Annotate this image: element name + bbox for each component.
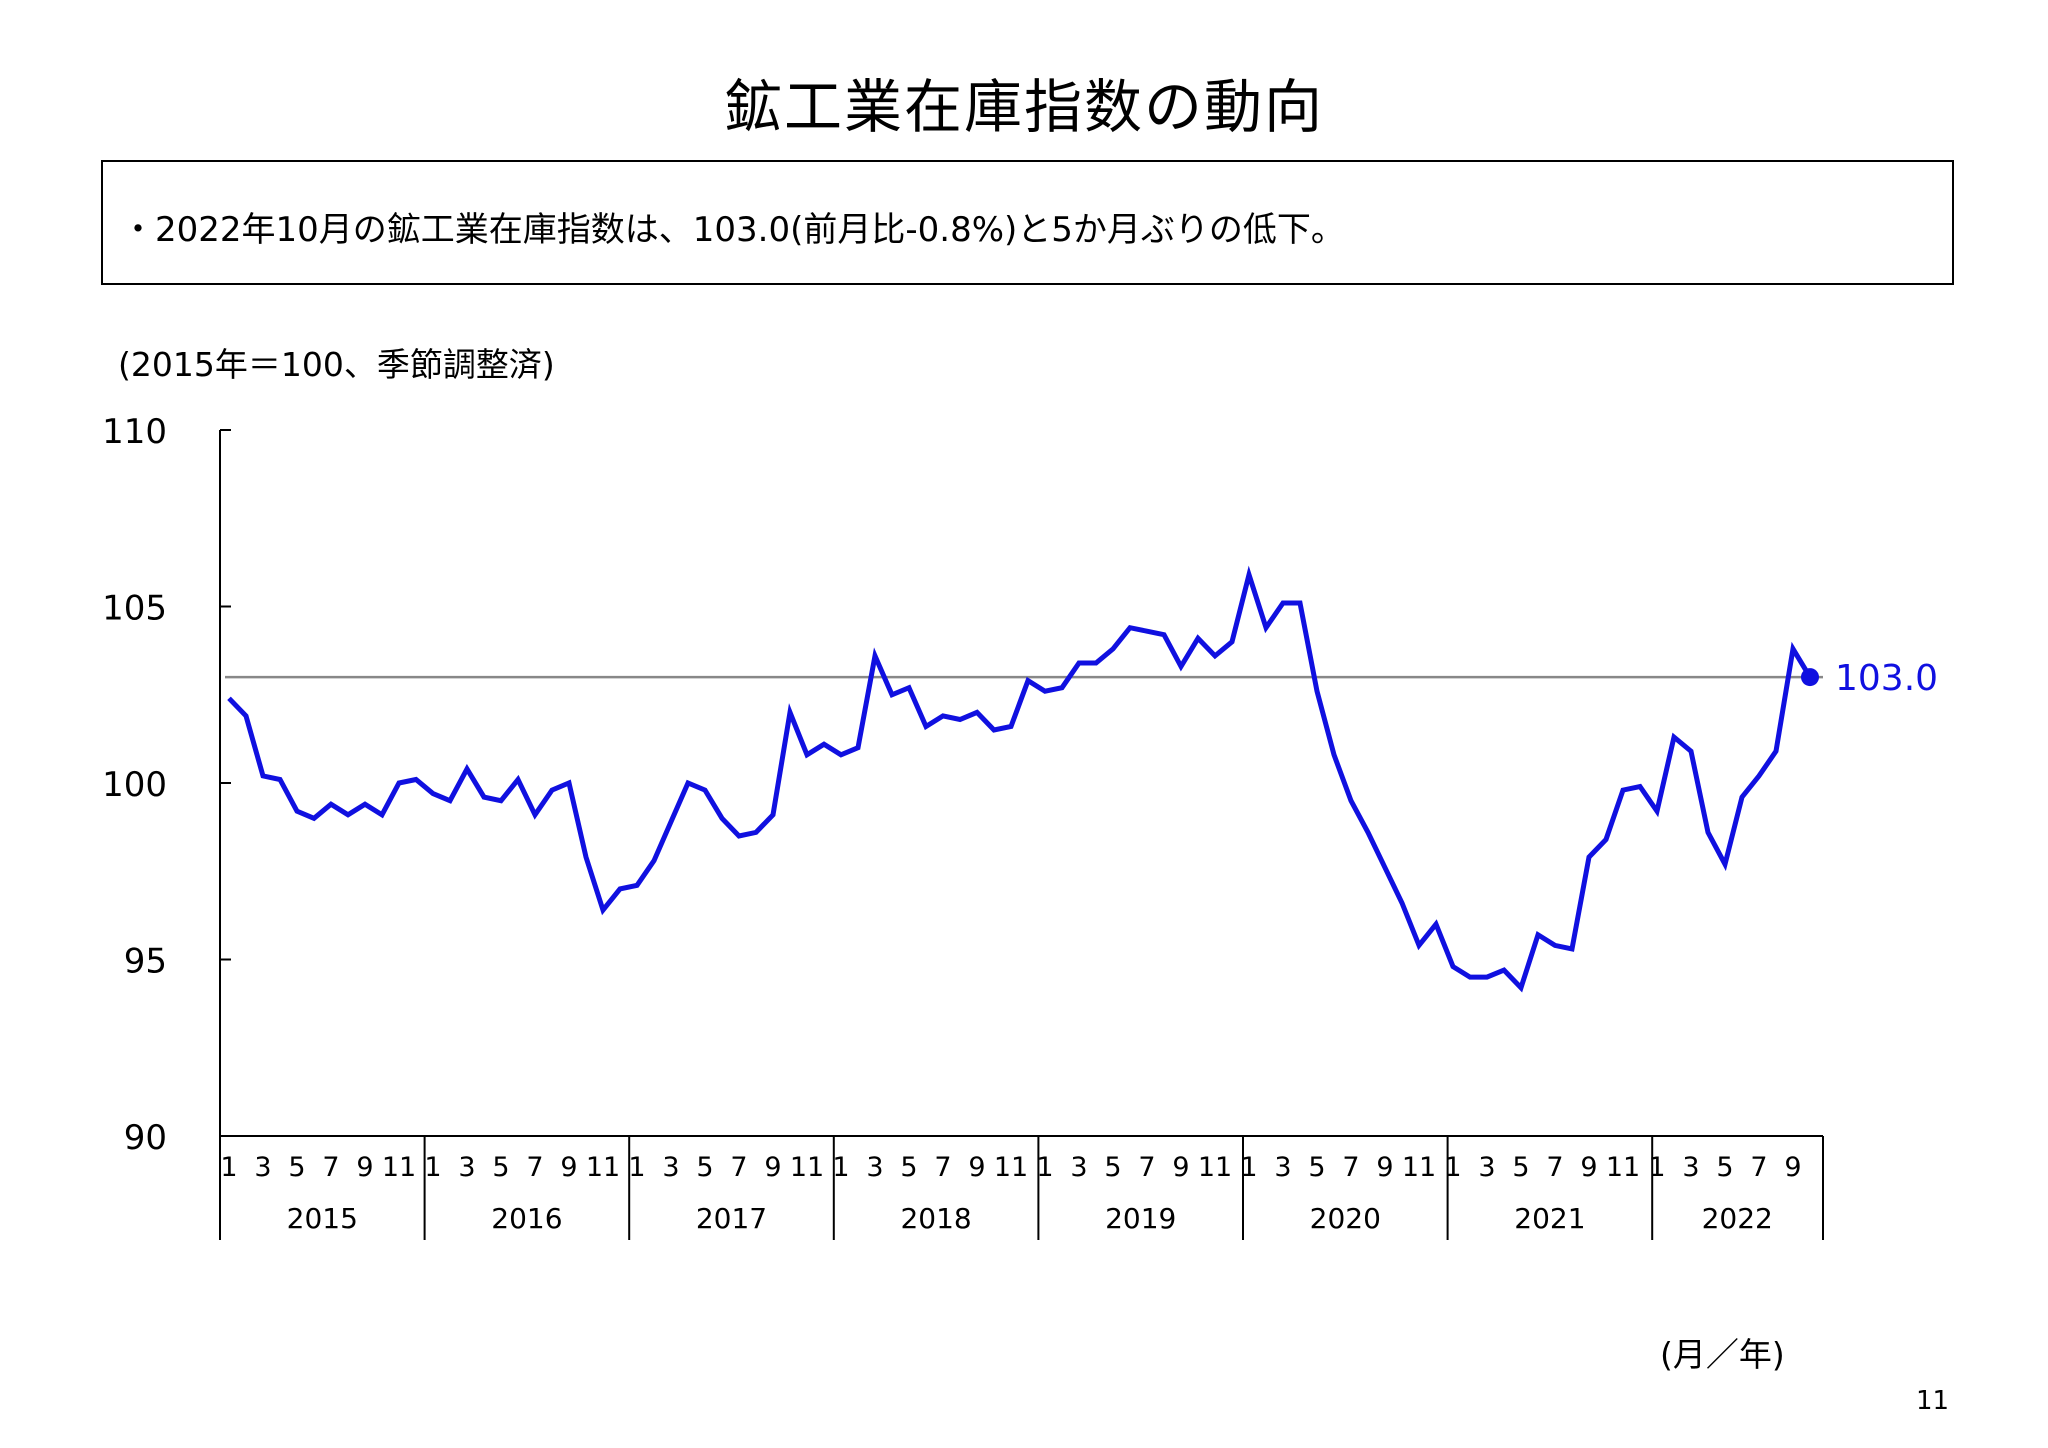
month-tick-label: 3 [1478, 1152, 1495, 1183]
month-tick-label: 7 [1342, 1152, 1359, 1183]
year-label: 2015 [287, 1202, 358, 1235]
month-tick-label: 7 [1138, 1152, 1155, 1183]
month-tick-label: 11 [1402, 1152, 1436, 1183]
month-tick-label: 1 [424, 1152, 441, 1183]
month-tick-label: 11 [790, 1152, 824, 1183]
month-tick-label: 9 [356, 1152, 373, 1183]
month-tick-label: 1 [220, 1152, 237, 1183]
month-tick-label: 9 [1784, 1152, 1801, 1183]
month-tick-label: 5 [900, 1152, 917, 1183]
month-tick-label: 11 [1606, 1152, 1640, 1183]
month-tick-label: 9 [560, 1152, 577, 1183]
page-number: 11 [1916, 1386, 1950, 1416]
month-tick-label: 11 [382, 1152, 416, 1183]
month-tick-label: 3 [662, 1152, 679, 1183]
month-tick-label: 1 [628, 1152, 645, 1183]
y-tick-label: 105 [102, 589, 167, 629]
month-tick-label: 1 [832, 1152, 849, 1183]
month-tick-label: 5 [1716, 1152, 1733, 1183]
month-tick-label: 1 [1240, 1152, 1257, 1183]
month-tick-label: 3 [1274, 1152, 1291, 1183]
month-tick-label: 9 [764, 1152, 781, 1183]
month-tick-label: 11 [1198, 1152, 1232, 1183]
y-tick-label: 110 [102, 412, 167, 452]
y-axis-unit-note: (2015年＝100、季節調整済) [118, 345, 555, 384]
series-line [227, 565, 1813, 993]
month-tick-label: 7 [322, 1152, 339, 1183]
month-tick-label: 1 [1648, 1152, 1665, 1183]
year-label: 2019 [1105, 1202, 1176, 1235]
year-label: 2017 [696, 1202, 767, 1235]
summary-box: ・2022年10月の鉱工業在庫指数は、103.0(前月比-0.8%)と5か月ぶり… [101, 160, 1954, 285]
month-tick-label: 3 [458, 1152, 475, 1183]
month-tick-label: 9 [1172, 1152, 1189, 1183]
month-tick-label: 7 [934, 1152, 951, 1183]
month-tick-label: 3 [1070, 1152, 1087, 1183]
last-value-label: 103.0 [1835, 658, 1938, 699]
month-tick-label: 9 [1376, 1152, 1393, 1183]
month-tick-label: 3 [866, 1152, 883, 1183]
year-label: 2021 [1514, 1202, 1585, 1235]
month-tick-label: 7 [730, 1152, 747, 1183]
month-tick-label: 1 [1036, 1152, 1053, 1183]
summary-text: ・2022年10月の鉱工業在庫指数は、103.0(前月比-0.8%)と5か月ぶり… [121, 210, 1345, 250]
month-tick-label: 1 [1444, 1152, 1461, 1183]
month-tick-label: 9 [968, 1152, 985, 1183]
x-axis-unit-label: (月／年) [1660, 1335, 1785, 1374]
month-tick-label: 5 [1512, 1152, 1529, 1183]
month-tick-label: 5 [1104, 1152, 1121, 1183]
month-tick-label: 11 [586, 1152, 620, 1183]
month-tick-label: 5 [492, 1152, 509, 1183]
month-tick-label: 5 [696, 1152, 713, 1183]
month-tick-label: 3 [1682, 1152, 1699, 1183]
year-label: 2022 [1702, 1202, 1773, 1235]
y-tick-label: 100 [102, 765, 167, 805]
year-label: 2018 [900, 1202, 971, 1235]
month-tick-label: 5 [288, 1152, 305, 1183]
month-tick-label: 7 [1750, 1152, 1767, 1183]
month-tick-label: 11 [994, 1152, 1028, 1183]
month-tick-label: 7 [1546, 1152, 1563, 1183]
month-tick-label: 9 [1580, 1152, 1597, 1183]
year-label: 2020 [1310, 1202, 1381, 1235]
month-tick-label: 7 [526, 1152, 543, 1183]
month-tick-label: 3 [254, 1152, 271, 1183]
year-label: 2016 [491, 1202, 562, 1235]
month-tick-label: 5 [1308, 1152, 1325, 1183]
y-tick-label: 90 [124, 1118, 167, 1158]
y-tick-label: 95 [124, 942, 167, 982]
last-point-marker [1801, 668, 1819, 687]
page-title: 鉱工業在庫指数の動向 [723, 73, 1324, 141]
